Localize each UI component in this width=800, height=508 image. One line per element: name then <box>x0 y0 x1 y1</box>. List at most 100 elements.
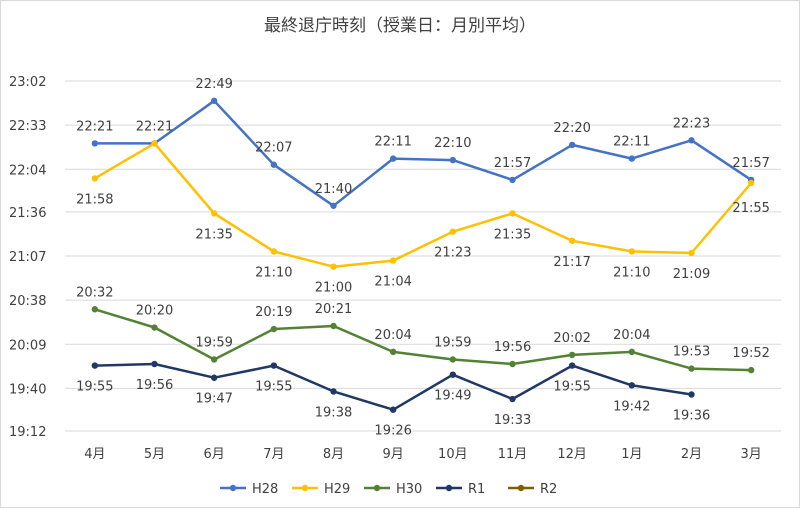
data-point-R1 <box>389 406 397 413</box>
data-point-H30 <box>509 360 516 368</box>
x-tick-label: 7月 <box>263 447 284 462</box>
x-tick-label: 6月 <box>204 447 225 462</box>
data-point-H30 <box>568 351 576 359</box>
data-point-R1 <box>91 362 99 369</box>
data-label-H30: 19:59 <box>434 335 471 350</box>
data-label-H29: 21:04 <box>374 275 411 290</box>
legend-label-R1: R1 <box>468 482 485 497</box>
x-tick-label: 11月 <box>498 447 528 462</box>
data-point-R1 <box>151 360 158 368</box>
data-point-H30 <box>151 324 158 331</box>
data-point-H28 <box>91 140 99 147</box>
y-axis-ticks: 19:12 19:40 20:09 20:38 21:07 21:36 22:04 22:33… <box>9 75 46 440</box>
legend: H28 H29 H30 R1 R2 <box>220 482 557 497</box>
data-point-H29 <box>270 248 278 255</box>
data-label-R1: 19:55 <box>255 380 292 395</box>
data-label-H28: 21:57 <box>732 156 769 171</box>
data-label-H30: 20:20 <box>136 304 173 319</box>
data-point-H30 <box>330 322 337 330</box>
legend-marker-R2 <box>517 484 525 492</box>
data-label-H30: 19:52 <box>732 346 769 361</box>
data-point-H28 <box>270 161 278 168</box>
data-label-H29: 21:58 <box>76 192 113 207</box>
data-label-H28: 22:07 <box>255 141 292 156</box>
data-label-H28: 22:21 <box>76 119 113 134</box>
data-label-H30: 20:02 <box>553 331 590 346</box>
data-label-R1: 19:36 <box>673 408 710 423</box>
legend-label-H28: H28 <box>252 482 278 497</box>
data-point-H30 <box>389 348 397 356</box>
data-label-H29: 21:09 <box>673 267 710 282</box>
data-point-H28 <box>509 176 516 184</box>
data-label-R1: 19:26 <box>374 424 411 439</box>
data-label-H29: 21:10 <box>255 265 292 280</box>
data-label-R1: 19:49 <box>434 389 471 404</box>
data-point-H29 <box>449 228 457 235</box>
data-point-H29 <box>330 263 337 270</box>
data-label-H29: 21:10 <box>613 265 650 280</box>
data-label-H28: 22:23 <box>673 116 710 131</box>
data-label-H28: 22:10 <box>434 136 471 151</box>
y-tick-label: 21:07 <box>9 250 46 265</box>
data-point-H28 <box>568 141 576 149</box>
data-point-H28 <box>628 155 636 162</box>
y-tick-label: 21:36 <box>9 206 46 221</box>
data-label-H30: 19:56 <box>494 340 531 355</box>
data-point-H30 <box>91 306 99 313</box>
series-line-R1 <box>94 362 692 411</box>
x-tick-label: 12月 <box>557 447 587 462</box>
data-label-H30: 19:53 <box>673 345 710 360</box>
data-point-H29 <box>628 248 636 255</box>
data-label-R1: 19:47 <box>195 392 232 407</box>
x-tick-label: 8月 <box>323 447 344 462</box>
x-tick-label: 10月 <box>438 447 468 462</box>
data-label-H28: 22:21 <box>136 119 173 134</box>
legend-marker-H28 <box>229 484 237 492</box>
data-label-H28: 21:40 <box>315 182 352 197</box>
y-tick-label: 20:09 <box>9 338 46 353</box>
data-point-R1 <box>330 388 337 395</box>
data-point-R1 <box>688 391 695 398</box>
data-label-H30: 20:32 <box>76 285 113 300</box>
data-label-H29: 21:23 <box>434 246 471 261</box>
data-point-H30 <box>210 356 218 363</box>
legend-marker-H29 <box>301 484 309 492</box>
y-tick-label: 23:02 <box>9 75 46 90</box>
data-point-H28 <box>688 137 695 144</box>
data-point-H29 <box>568 237 576 244</box>
legend-label-H30: H30 <box>396 482 422 497</box>
data-label-H28: 22:11 <box>374 135 411 150</box>
data-label-H30: 20:19 <box>255 305 292 320</box>
data-label-H29: 21:00 <box>315 281 352 296</box>
legend-label-R2: R2 <box>540 482 557 497</box>
x-tick-label: 4月 <box>84 447 105 462</box>
data-point-R1 <box>628 382 636 389</box>
legend-label-H29: H29 <box>324 482 350 497</box>
data-label-R1: 19:42 <box>613 399 650 414</box>
series-lines <box>91 97 755 413</box>
x-tick-label: 5月 <box>144 447 165 462</box>
y-tick-label: 20:38 <box>9 294 46 309</box>
data-label-H29: 21:35 <box>494 227 531 242</box>
data-point-H29 <box>210 210 218 217</box>
x-tick-label: 3月 <box>741 447 762 462</box>
data-point-H28 <box>449 156 457 164</box>
data-label-H28: 21:57 <box>494 156 531 171</box>
data-point-R1 <box>509 395 516 403</box>
data-point-H30 <box>270 325 278 333</box>
x-tick-label: 9月 <box>383 447 404 462</box>
data-point-H29 <box>747 179 755 187</box>
data-label-H29: 21:55 <box>732 201 769 216</box>
data-label-H29: 21:17 <box>553 255 590 270</box>
legend-marker-R1 <box>445 484 453 492</box>
data-point-H29 <box>509 210 516 217</box>
data-point-H28 <box>210 97 218 104</box>
series-line-H29 <box>94 142 753 268</box>
data-point-R1 <box>449 371 457 378</box>
y-tick-label: 22:33 <box>9 119 46 134</box>
data-point-R1 <box>270 362 278 369</box>
data-label-H30: 20:21 <box>315 302 352 317</box>
data-label-R1: 19:56 <box>136 378 173 393</box>
